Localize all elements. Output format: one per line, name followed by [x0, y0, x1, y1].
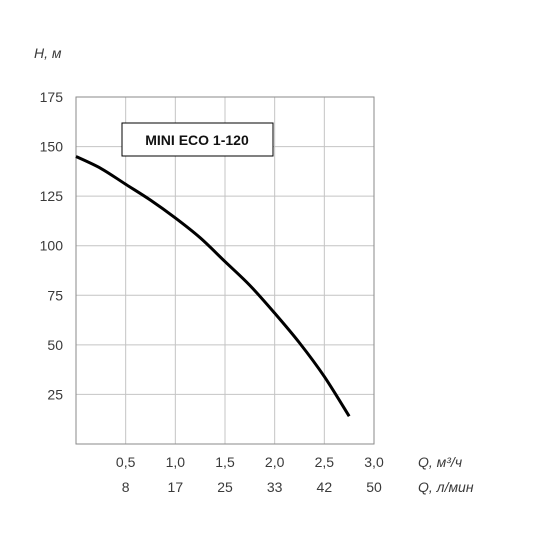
x-axis-title-secondary: Q, л/мин: [418, 479, 474, 495]
y-axis-title: H, м: [34, 45, 62, 61]
legend-box: [121, 122, 274, 157]
x-tick-label: 1,0: [166, 454, 186, 470]
x-tick-label: 2,0: [265, 454, 285, 470]
y-tick-label: 125: [40, 188, 64, 204]
y-tick-label: 175: [40, 89, 64, 105]
y-tick-label: 25: [47, 386, 63, 402]
series-line: [75, 155, 351, 418]
plot-frame: [75, 96, 375, 445]
y-tick-label: 150: [40, 139, 64, 155]
tick-labels: 25 50 75 100 125 150 175 0,5 8 1,0 17 1,5 25 2,0 33 2,5…: [40, 89, 384, 495]
x-axis-title: Q, м³/ч: [418, 454, 462, 470]
x-tick-label-secondary: 8: [122, 479, 130, 495]
x-tick-label-secondary: 17: [168, 479, 184, 495]
x-tick-label: 1,5: [215, 454, 235, 470]
legend: MINI ECO 1-120: [121, 122, 274, 157]
x-tick-label-secondary: 25: [217, 479, 233, 495]
y-tick-label: 100: [40, 238, 64, 254]
y-tick-label: 50: [47, 337, 63, 353]
x-tick-label-secondary: 42: [317, 479, 333, 495]
x-tick-label-secondary: 50: [366, 479, 382, 495]
x-tick-label: 3,0: [364, 454, 384, 470]
x-tick-label-secondary: 33: [267, 479, 283, 495]
x-tick-label: 2,5: [315, 454, 335, 470]
legend-label: MINI ECO 1-120: [145, 132, 249, 148]
axes: [75, 96, 375, 445]
series-group: [75, 155, 351, 418]
x-tick-label: 0,5: [116, 454, 136, 470]
y-tick-label: 75: [47, 287, 63, 303]
